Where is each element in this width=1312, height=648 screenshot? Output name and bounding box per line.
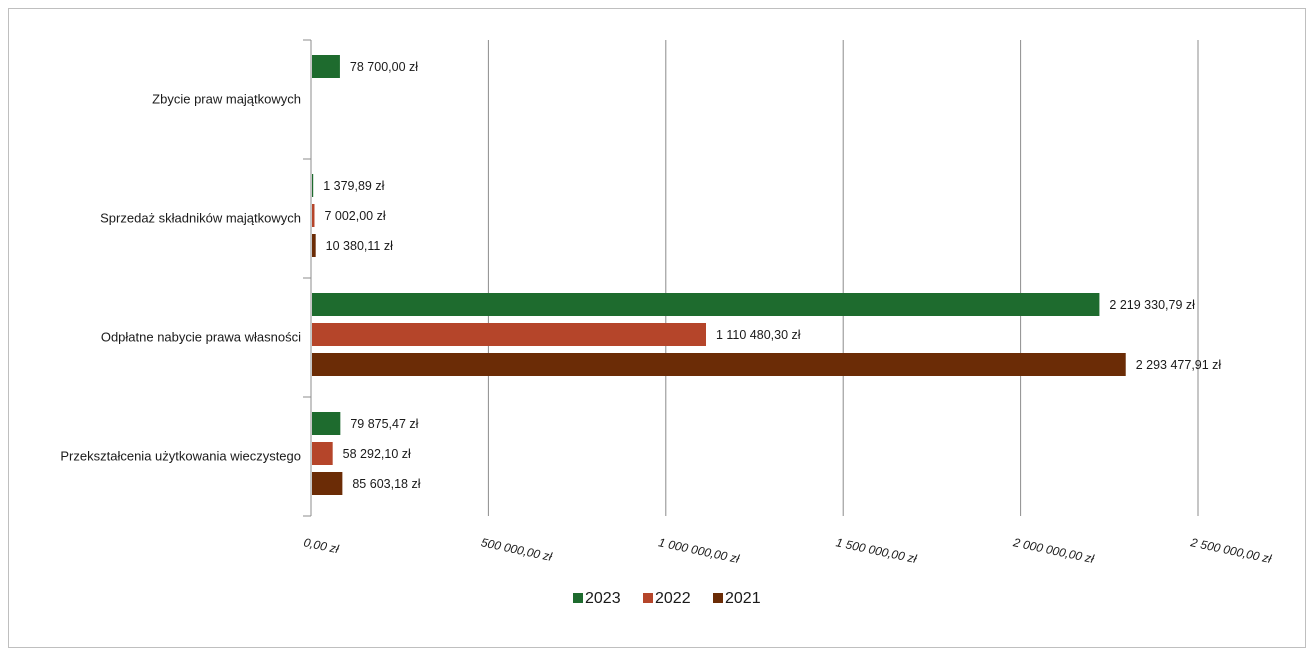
x-tick-label: 1 000 000,00 zł bbox=[657, 535, 741, 566]
data-label: 2 219 330,79 zł bbox=[1109, 298, 1195, 312]
category-label: Przekształcenia użytkowania wieczystego bbox=[60, 449, 301, 464]
category-label: Odpłatne nabycie prawa własności bbox=[101, 330, 301, 345]
category-label: Zbycie praw majątkowych bbox=[152, 92, 301, 107]
x-tick-label: 2 500 000,00 zł bbox=[1188, 535, 1272, 566]
bar-2022 bbox=[312, 204, 315, 227]
x-tick-label: 2 000 000,00 zł bbox=[1011, 535, 1095, 566]
x-axis-tick-labels: 0,00 zł 500 000,00 zł 1 000 000,00 zł 1 500… bbox=[302, 535, 1273, 566]
category-labels: Zbycie praw majątkowych Sprzedaż składnik… bbox=[60, 92, 301, 464]
legend-label: 2023 bbox=[585, 590, 621, 607]
bar-2022 bbox=[312, 323, 706, 346]
x-tick-label: 1 500 000,00 zł bbox=[835, 535, 919, 566]
gridlines bbox=[303, 39, 1199, 517]
bar-2023 bbox=[312, 412, 341, 435]
legend-label: 2021 bbox=[725, 590, 761, 607]
bar-2021 bbox=[312, 353, 1126, 376]
data-label: 58 292,10 zł bbox=[343, 447, 411, 461]
legend-swatch bbox=[713, 593, 723, 603]
data-label: 1 110 480,30 zł bbox=[716, 328, 801, 342]
bar-chart: 78 700,00 zł 1 379,89 zł 7 002,00 zł 10 380… bbox=[60, 39, 1273, 607]
data-label: 2 293 477,91 zł bbox=[1136, 358, 1222, 372]
data-label: 10 380,11 zł bbox=[326, 239, 393, 253]
bar-2021 bbox=[312, 472, 343, 495]
category-label: Sprzedaż składników majątkowych bbox=[100, 211, 301, 226]
data-label: 1 379,89 zł bbox=[323, 179, 384, 193]
legend-swatch bbox=[643, 593, 653, 603]
legend-swatch bbox=[573, 593, 583, 603]
bar-2023 bbox=[312, 174, 314, 197]
bars bbox=[312, 55, 1126, 495]
legend: 2023 2022 2021 bbox=[573, 590, 761, 607]
bar-2023 bbox=[312, 293, 1100, 316]
legend-label: 2022 bbox=[655, 590, 691, 607]
data-label: 85 603,18 zł bbox=[352, 477, 420, 491]
data-label: 7 002,00 zł bbox=[324, 209, 385, 223]
data-labels: 78 700,00 zł 1 379,89 zł 7 002,00 zł 10 380… bbox=[323, 60, 1221, 491]
bar-2021 bbox=[312, 234, 316, 257]
bar-2023 bbox=[312, 55, 340, 78]
x-tick-label: 0,00 zł bbox=[302, 535, 340, 556]
data-label: 78 700,00 zł bbox=[350, 60, 418, 74]
x-tick-label: 500 000,00 zł bbox=[480, 535, 554, 564]
data-label: 79 875,47 zł bbox=[350, 417, 418, 431]
chart-frame: 78 700,00 zł 1 379,89 zł 7 002,00 zł 10 380… bbox=[8, 8, 1306, 648]
bar-2022 bbox=[312, 442, 333, 465]
